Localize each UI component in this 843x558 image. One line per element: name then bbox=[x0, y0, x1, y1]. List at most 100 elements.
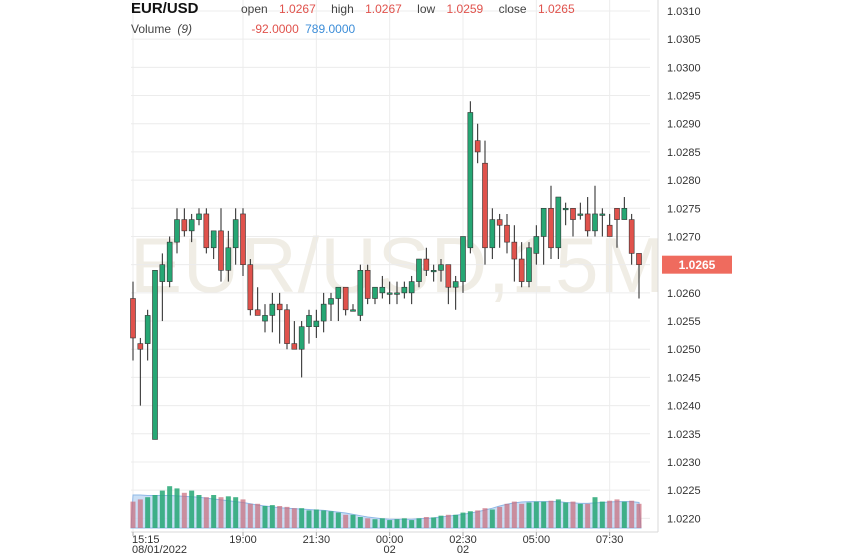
y-tick-label: 1.0270 bbox=[667, 231, 701, 243]
volume-bar bbox=[548, 500, 554, 528]
y-tick-label: 1.0230 bbox=[667, 457, 701, 469]
y-tick-label: 1.0300 bbox=[667, 62, 701, 74]
candle-body bbox=[592, 213, 598, 232]
volume-bar bbox=[167, 486, 173, 528]
high-label: high bbox=[331, 2, 354, 16]
y-tick-label: 1.0290 bbox=[667, 119, 701, 131]
candle-body bbox=[225, 247, 232, 271]
volume-bar bbox=[438, 515, 444, 528]
volume-bar bbox=[247, 503, 253, 528]
volume-bar bbox=[365, 518, 371, 528]
y-tick-label: 1.0275 bbox=[667, 203, 701, 215]
volume-bar bbox=[511, 501, 517, 528]
x-tick-sublabel: 02 bbox=[457, 544, 469, 556]
candle-body bbox=[614, 208, 620, 220]
volume-bar bbox=[379, 518, 385, 528]
candles bbox=[130, 101, 642, 440]
volume-bar bbox=[211, 495, 217, 528]
candle-body bbox=[482, 162, 488, 249]
volume-bar bbox=[607, 500, 613, 528]
candle-body bbox=[210, 230, 217, 249]
candle-body bbox=[548, 208, 554, 249]
candle-body bbox=[203, 213, 210, 249]
volume-bar bbox=[394, 519, 400, 528]
candle-body bbox=[570, 208, 576, 220]
candle-body bbox=[364, 270, 371, 299]
candle-body bbox=[379, 286, 386, 294]
x-tick-label: 15:15 bbox=[132, 534, 160, 546]
candle-body bbox=[511, 241, 518, 260]
volume-bar bbox=[196, 495, 202, 528]
close-label: close bbox=[498, 2, 527, 16]
candle-body bbox=[188, 219, 195, 232]
volume-bar bbox=[431, 517, 437, 528]
low-label: low bbox=[417, 2, 436, 16]
volume-bar bbox=[599, 501, 605, 528]
candle-body bbox=[313, 320, 320, 327]
y-tick-label: 1.0235 bbox=[667, 429, 701, 441]
candle-body bbox=[152, 270, 158, 440]
y-tick-label: 1.0245 bbox=[667, 372, 701, 384]
candle-body bbox=[276, 303, 283, 311]
candle-body bbox=[460, 236, 466, 282]
candle-body bbox=[196, 213, 202, 220]
candle-body bbox=[306, 315, 312, 327]
volume-bar bbox=[255, 503, 261, 528]
candle-body bbox=[606, 224, 613, 237]
candle-body bbox=[489, 219, 496, 249]
price-badge-label: 1.0265 bbox=[679, 258, 716, 272]
candle-body bbox=[496, 219, 503, 226]
candle-body bbox=[438, 264, 444, 271]
candle-body bbox=[218, 230, 224, 271]
candle-body bbox=[357, 270, 364, 316]
candle-body bbox=[291, 343, 298, 350]
volume-bar bbox=[475, 510, 481, 528]
volume-bar bbox=[387, 520, 393, 528]
volume-bar bbox=[269, 505, 275, 528]
candle-body bbox=[533, 236, 540, 254]
low-value: 1.0259 bbox=[446, 2, 484, 16]
y-tick-label: 1.0240 bbox=[667, 401, 701, 413]
candle-body bbox=[599, 213, 606, 216]
candle-body bbox=[328, 298, 334, 305]
y-tick-label: 1.0255 bbox=[667, 316, 701, 328]
candle-body bbox=[130, 298, 136, 339]
candle-body bbox=[254, 309, 261, 316]
x-tick-sublabel: 08/01/2022 bbox=[132, 544, 187, 556]
candle-body bbox=[555, 196, 562, 249]
volume-bar bbox=[423, 517, 429, 528]
candle-body bbox=[335, 286, 342, 299]
volume-bar bbox=[284, 506, 290, 528]
volume-bar bbox=[519, 503, 525, 528]
x-tick-label: 07:30 bbox=[596, 534, 624, 546]
volume-bar bbox=[299, 508, 305, 528]
volume-bar bbox=[306, 510, 312, 528]
volume-bar bbox=[585, 503, 591, 528]
candle-body bbox=[262, 315, 268, 322]
volume-bar bbox=[541, 501, 547, 528]
volume-value-2: 789.0000 bbox=[305, 22, 356, 36]
x-tick-label: 19:00 bbox=[229, 534, 257, 546]
volume-bar bbox=[629, 500, 635, 528]
y-tick-label: 1.0280 bbox=[667, 175, 701, 187]
close-value: 1.0265 bbox=[537, 2, 575, 16]
candle-body bbox=[159, 264, 166, 282]
candle-body bbox=[416, 258, 422, 282]
volume-bar bbox=[460, 512, 466, 528]
volume-bar bbox=[291, 508, 297, 528]
candle-body bbox=[584, 213, 591, 232]
candle-body bbox=[526, 247, 532, 282]
volume-bar bbox=[489, 509, 495, 528]
candle-body bbox=[298, 326, 305, 350]
volume-bar bbox=[445, 514, 451, 528]
candle-body bbox=[372, 286, 378, 299]
candle-body bbox=[284, 309, 290, 344]
volume-bar bbox=[203, 497, 209, 528]
volume-bar bbox=[218, 497, 224, 528]
y-tick-label: 1.0295 bbox=[667, 91, 701, 103]
y-axis: 1.0310 1.0305 1.0300 1.0295 1.0290 1.0285 1.02… bbox=[667, 6, 701, 525]
candle-body bbox=[401, 286, 408, 294]
current-price-badge: 1.0265 bbox=[662, 255, 732, 274]
